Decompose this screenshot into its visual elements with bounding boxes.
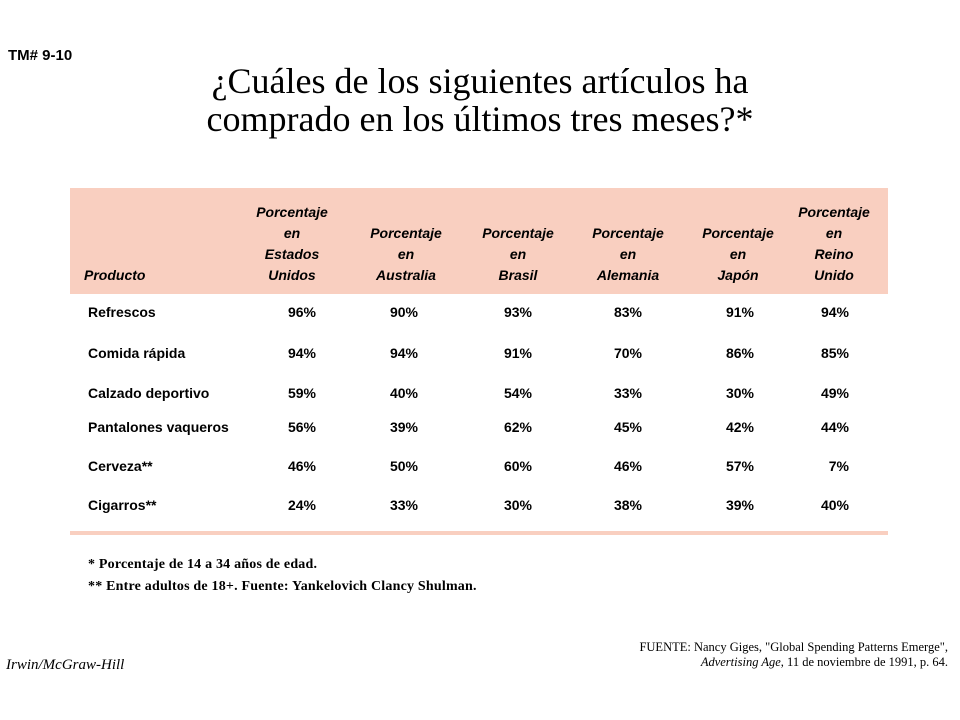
cell-br: 30%: [503, 497, 532, 513]
source-line-2-rest: , 11 de noviembre de 1991, p. 64.: [780, 655, 948, 669]
cell-au: 50%: [389, 458, 418, 474]
header-jp: Porcentaje en Japón: [702, 225, 774, 283]
table-bottom-rule: [70, 531, 888, 535]
cell-us: 94%: [287, 345, 316, 361]
cell-br: 91%: [503, 345, 532, 361]
table-row: Pantalones vaqueros 56% 39% 62% 45% 42% …: [70, 419, 888, 443]
cell-jp: 91%: [725, 304, 754, 320]
cell-jp: 86%: [725, 345, 754, 361]
publisher-label: Irwin/McGraw-Hill: [6, 657, 125, 673]
cell-us: 24%: [287, 497, 316, 513]
table-row: Comida rápida 94% 94% 91% 70% 86% 85%: [70, 345, 888, 369]
table-header-band: Producto Porcentaje en Estados Unidos Po…: [70, 188, 888, 294]
row-product: Pantalones vaqueros: [88, 419, 229, 435]
cell-au: 40%: [389, 385, 418, 401]
cell-de: 46%: [613, 458, 642, 474]
page-title: ¿Cuáles de los siguientes artículos ha c…: [130, 62, 830, 138]
slide-number: TM# 9-10: [8, 47, 73, 64]
cell-au: 90%: [389, 304, 418, 320]
cell-de: 38%: [613, 497, 642, 513]
cell-de: 70%: [613, 345, 642, 361]
cell-uk: 85%: [820, 345, 849, 361]
footnote-1: * Porcentaje de 14 a 34 años de edad.: [88, 557, 318, 572]
row-product: Comida rápida: [88, 345, 186, 361]
cell-us: 96%: [287, 304, 316, 320]
source-line-1: FUENTE: Nancy Giges, "Global Spending Pa…: [639, 640, 948, 654]
header-product: Producto: [84, 267, 146, 283]
header-au: Porcentaje en Australia: [370, 225, 442, 283]
header-de: Porcentaje en Alemania: [592, 225, 664, 283]
cell-uk: 44%: [820, 419, 849, 435]
cell-jp: 39%: [725, 497, 754, 513]
footnote-2: ** Entre adultos de 18+. Fuente: Yankelo…: [88, 579, 477, 594]
table-row: Cigarros** 24% 33% 30% 38% 39% 40%: [70, 497, 888, 521]
source-line-2: Advertising Age, 11 de noviembre de 1991…: [528, 655, 948, 670]
title-line-1: ¿Cuáles de los siguientes artículos ha: [211, 61, 749, 101]
title-line-2: comprado en los últimos tres meses?*: [206, 99, 754, 139]
cell-uk: 49%: [820, 385, 849, 401]
row-product: Cerveza**: [88, 458, 153, 474]
cell-jp: 57%: [725, 458, 754, 474]
row-product: Refrescos: [88, 304, 156, 320]
cell-br: 93%: [503, 304, 532, 320]
cell-us: 46%: [287, 458, 316, 474]
table-row: Cerveza** 46% 50% 60% 46% 57% 7%: [70, 458, 888, 482]
cell-au: 94%: [389, 345, 418, 361]
table-row: Refrescos 96% 90% 93% 83% 91% 94%: [70, 304, 888, 328]
header-br: Porcentaje en Brasil: [482, 225, 554, 283]
row-product: Cigarros**: [88, 497, 157, 513]
cell-au: 33%: [389, 497, 418, 513]
cell-us: 59%: [287, 385, 316, 401]
data-table: Producto Porcentaje en Estados Unidos Po…: [70, 188, 888, 535]
table-row: Calzado deportivo 59% 40% 54% 33% 30% 49…: [70, 385, 888, 409]
cell-uk: 7%: [828, 458, 849, 474]
cell-jp: 42%: [725, 419, 754, 435]
row-product: Calzado deportivo: [88, 385, 210, 401]
cell-jp: 30%: [725, 385, 754, 401]
cell-br: 60%: [503, 458, 532, 474]
cell-uk: 40%: [820, 497, 849, 513]
journal-name: Advertising Age: [700, 655, 781, 669]
cell-de: 83%: [613, 304, 642, 320]
cell-de: 33%: [613, 385, 642, 401]
cell-br: 54%: [503, 385, 532, 401]
cell-au: 39%: [389, 419, 418, 435]
header-uk: Porcentaje en Reino Unido: [798, 204, 870, 283]
source-citation: FUENTE: Nancy Giges, "Global Spending Pa…: [528, 640, 948, 670]
cell-uk: 94%: [820, 304, 849, 320]
cell-us: 56%: [287, 419, 316, 435]
cell-de: 45%: [613, 419, 642, 435]
header-us: Porcentaje en Estados Unidos: [256, 204, 328, 283]
cell-br: 62%: [503, 419, 532, 435]
